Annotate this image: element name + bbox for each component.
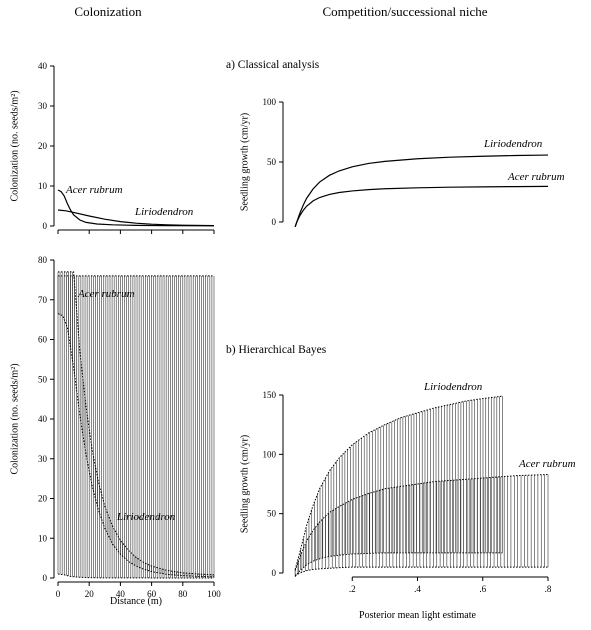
series-line-acer-rubrum bbox=[57, 189, 215, 227]
series-line-liriodendron bbox=[57, 209, 215, 227]
series-label-liriodendron: Liriodendron bbox=[423, 381, 483, 393]
y-tick-label: 40 bbox=[38, 414, 48, 424]
lower-bound-liriodendron bbox=[57, 313, 215, 578]
y-tick-label: 80 bbox=[38, 255, 48, 265]
lower-bound-liriodendron bbox=[294, 552, 503, 577]
panel-title: b) Hierarchical Bayes bbox=[226, 344, 327, 356]
x-tick-label: 60 bbox=[147, 589, 157, 599]
upper-bound-liriodendron bbox=[294, 395, 503, 570]
y-tick-label: 60 bbox=[38, 335, 48, 345]
x-tick-label: 20 bbox=[85, 589, 95, 599]
x-tick-label: .2 bbox=[349, 584, 356, 594]
chart-growth-classical: 0 50 100 Seedling growth (cm/yr) a) Classica… bbox=[226, 59, 565, 227]
x-axis-label: Distance (m) bbox=[110, 596, 162, 607]
series-label-acer-rubrum: Acer rubrum bbox=[507, 171, 565, 183]
y-tick-label: 50 bbox=[267, 157, 277, 167]
chart-colonization-bayes: 0 10 20 30 40 50 60 70 80 0 20 40 60 80 100 Colonizatio… bbox=[10, 255, 222, 607]
y-axis-label: Colonization (no. seeds/m²) bbox=[10, 90, 21, 201]
series-line-liriodendron bbox=[294, 154, 549, 227]
x-tick-label: 80 bbox=[178, 589, 188, 599]
upper-bound-acer-rubrum bbox=[294, 474, 549, 571]
series-label-acer-rubrum: Acer rubrum bbox=[518, 458, 576, 470]
x-tick-label: .6 bbox=[479, 584, 486, 594]
y-tick-label: 30 bbox=[38, 454, 48, 464]
lower-bound-acer-rubrum bbox=[57, 573, 215, 579]
y-tick-label: 0 bbox=[43, 573, 48, 583]
y-axis-label: Seedling growth (cm/yr) bbox=[240, 113, 251, 211]
lower-bound-acer-rubrum bbox=[294, 566, 548, 576]
y-tick-label: 0 bbox=[43, 221, 48, 231]
chart-colonization-classical: 0 10 20 30 40 Colonization (no. seeds/m²) Acer… bbox=[10, 61, 215, 234]
x-tick-label: 100 bbox=[207, 589, 221, 599]
x-tick-label: .4 bbox=[414, 584, 421, 594]
series-label-acer-rubrum: Acer rubrum bbox=[65, 184, 123, 196]
y-tick-label: 100 bbox=[263, 97, 277, 107]
series-label-acer-rubrum: Acer rubrum bbox=[77, 288, 135, 300]
x-tick-label: 0 bbox=[56, 589, 61, 599]
y-tick-label: 100 bbox=[263, 449, 277, 459]
y-tick-label: 150 bbox=[263, 390, 277, 400]
series-label-liriodendron: Liriodendron bbox=[116, 511, 176, 523]
y-tick-label: 10 bbox=[38, 181, 48, 191]
heading-competition: Competition/successional niche bbox=[323, 4, 488, 19]
y-tick-label: 40 bbox=[38, 61, 48, 71]
y-tick-label: 50 bbox=[267, 509, 277, 519]
y-tick-label: 10 bbox=[38, 533, 48, 543]
x-tick-label: .8 bbox=[545, 584, 552, 594]
y-tick-label: 20 bbox=[38, 494, 48, 504]
upper-bound-liriodendron bbox=[58, 271, 215, 576]
y-tick-label: 0 bbox=[272, 217, 277, 227]
y-tick-label: 0 bbox=[272, 568, 277, 578]
y-tick-label: 50 bbox=[38, 374, 48, 384]
series-line-acer-rubrum bbox=[294, 185, 549, 227]
series-label-liriodendron: Liriodendron bbox=[134, 206, 194, 218]
x-axis-label: Posterior mean light estimate bbox=[359, 610, 476, 621]
heading-colonization: Colonization bbox=[74, 4, 142, 19]
y-axis-label: Seedling growth (cm/yr) bbox=[240, 435, 251, 533]
x-tick-label: 40 bbox=[116, 589, 126, 599]
y-tick-label: 70 bbox=[38, 295, 48, 305]
y-tick-label: 30 bbox=[38, 101, 48, 111]
y-axis-label: Colonization (no. seeds/m²) bbox=[10, 363, 21, 474]
series-label-liriodendron: Liriodendron bbox=[483, 138, 543, 150]
y-tick-label: 20 bbox=[38, 141, 48, 151]
panel-title: a) Classical analysis bbox=[226, 59, 320, 71]
chart-growth-bayes: 0 50 100 150 .2 .4 .6 .8 Seedling growth (cm/yr)… bbox=[226, 344, 576, 621]
